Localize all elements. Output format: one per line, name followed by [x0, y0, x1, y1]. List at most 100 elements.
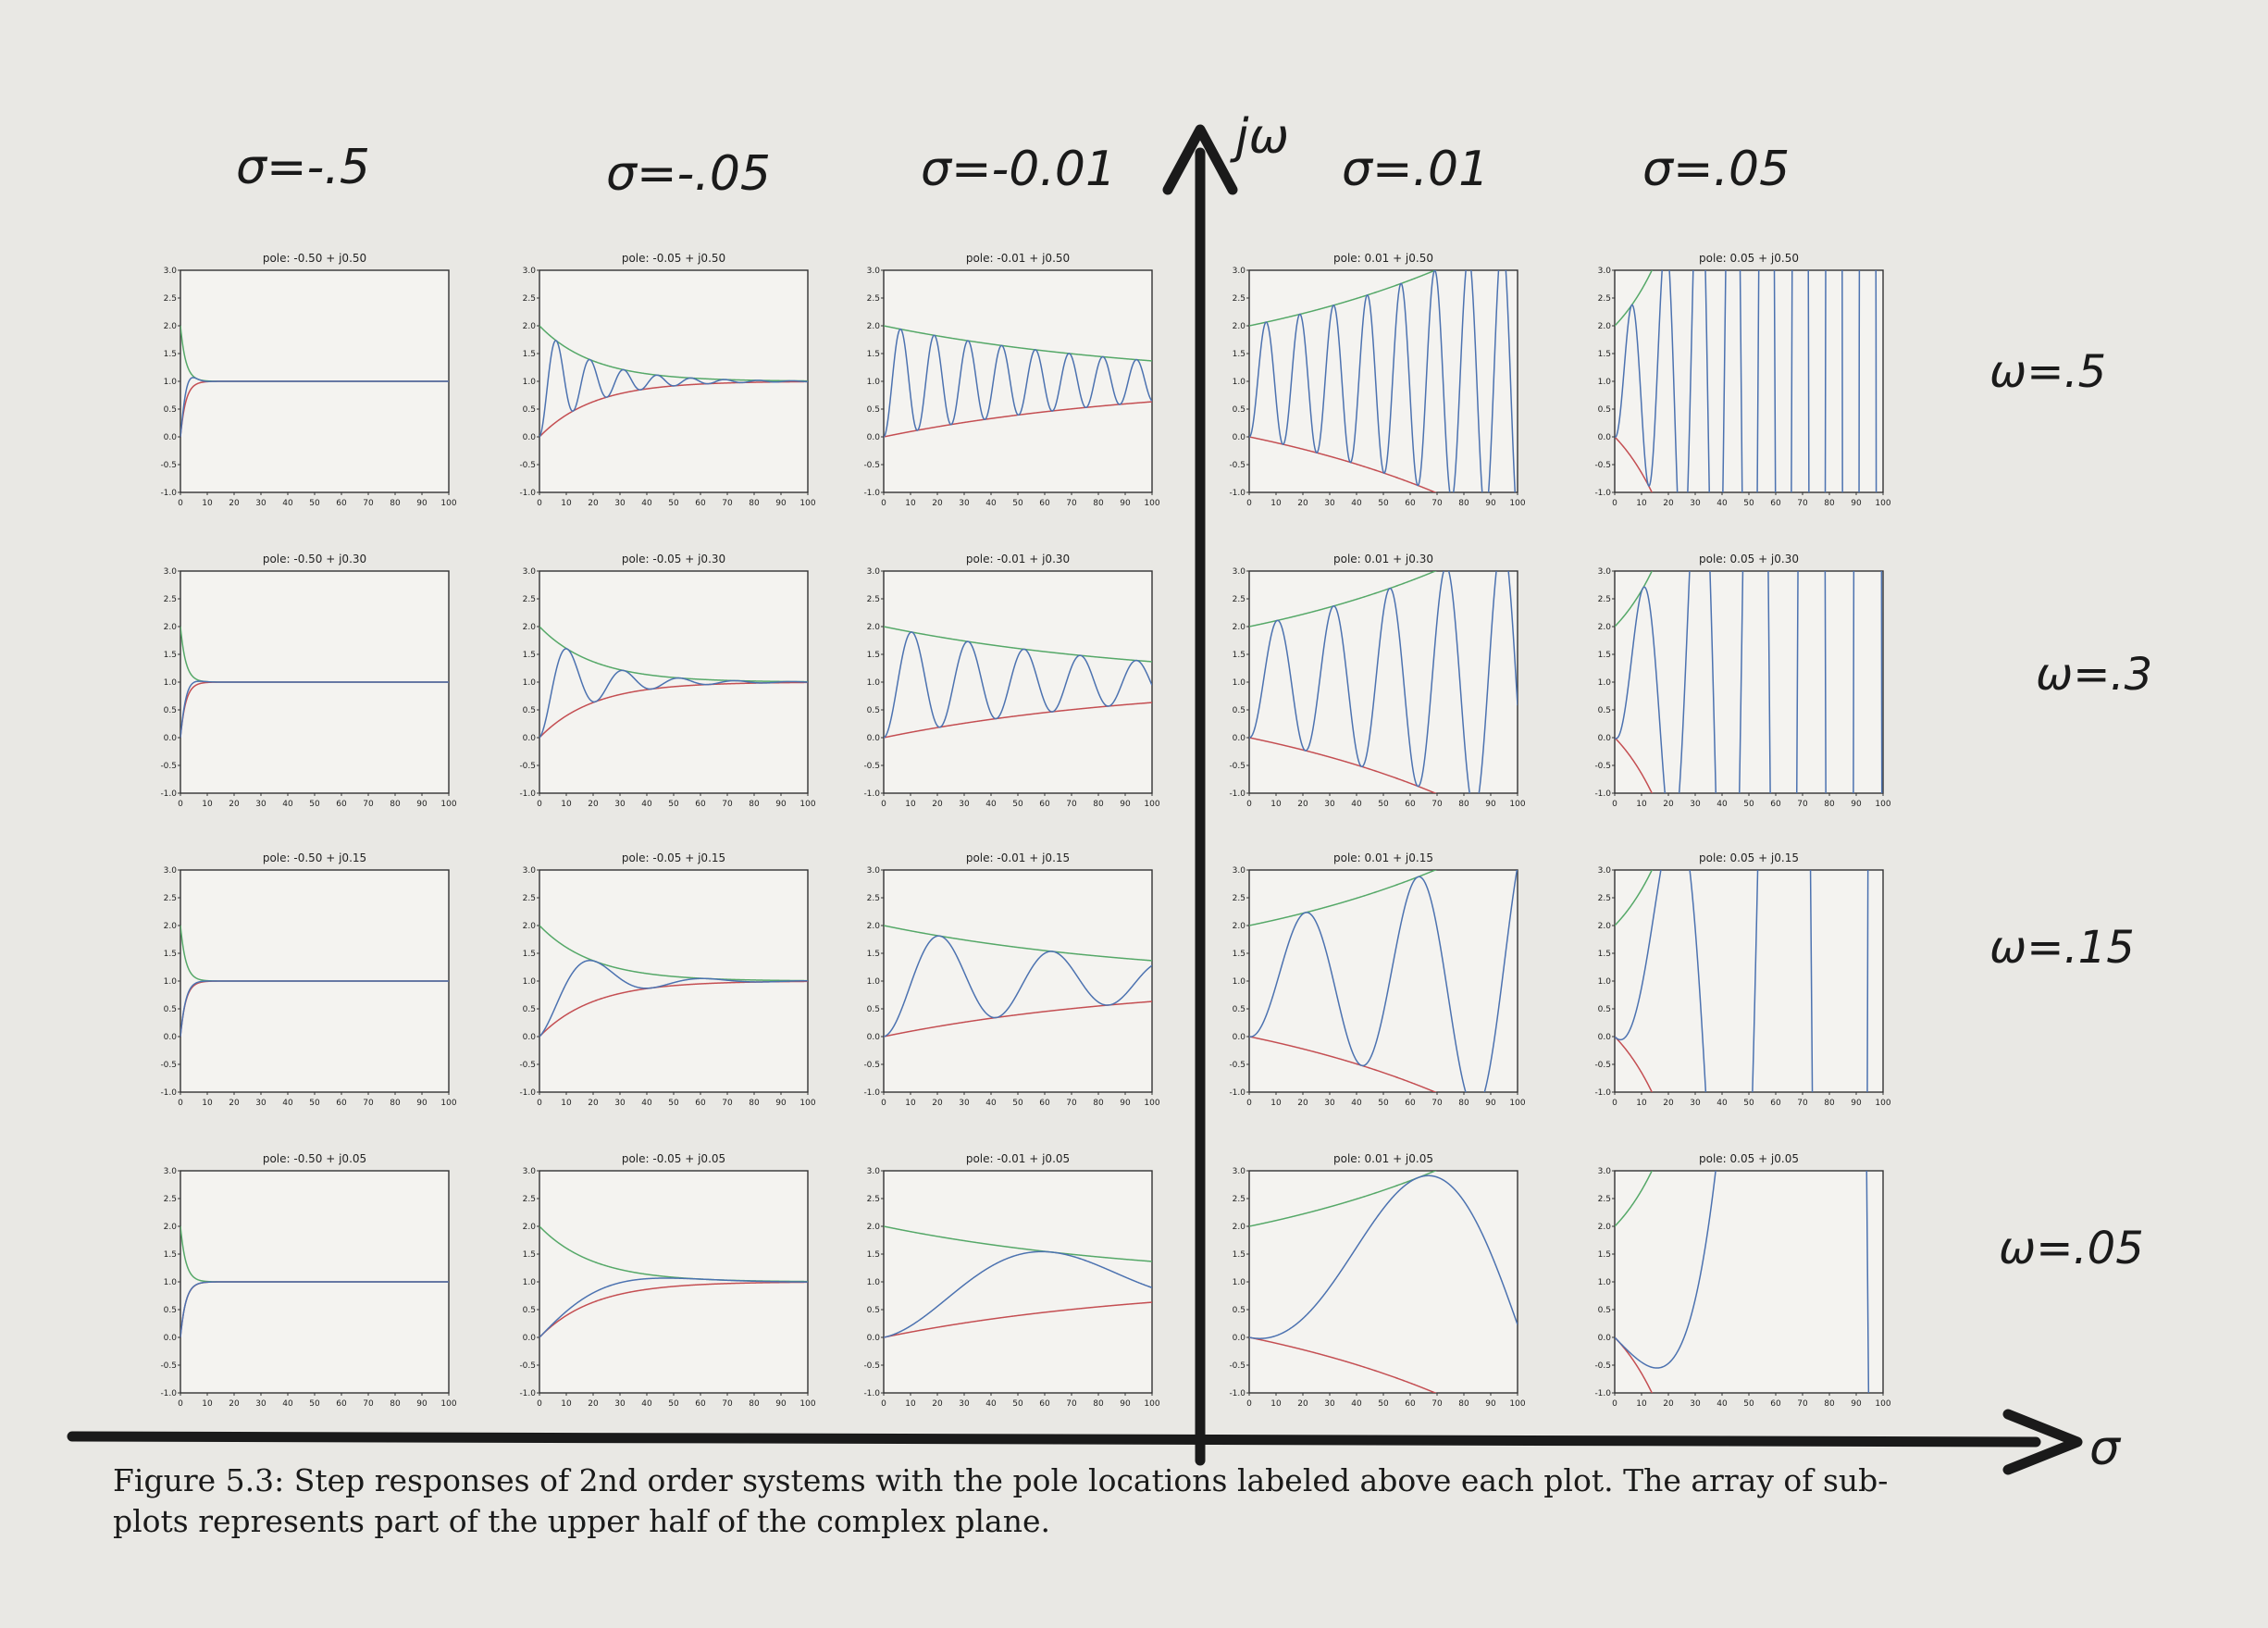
- x-tick-label: 40: [1351, 499, 1362, 508]
- y-tick-label: 1.5: [523, 950, 536, 959]
- x-tick-label: 40: [282, 1099, 293, 1108]
- x-tick-label: 90: [1851, 800, 1862, 809]
- y-tick-label: -0.5: [1229, 762, 1246, 771]
- x-tick-label: 50: [1012, 1399, 1023, 1409]
- y-tick-label: -0.5: [160, 1061, 177, 1070]
- y-tick-label: -0.5: [1594, 1061, 1611, 1070]
- x-tick-label: 20: [932, 1099, 943, 1108]
- plot-title: pole: 0.05 + j0.30: [1699, 553, 1799, 565]
- y-tick-label: 3.0: [1598, 267, 1612, 276]
- y-tick-label: 1.0: [867, 378, 881, 387]
- plot-title: pole: 0.01 + j0.05: [1333, 1152, 1433, 1165]
- y-tick-label: 2.5: [1233, 294, 1246, 304]
- y-tick-label: 2.5: [867, 894, 880, 903]
- y-tick-label: -1.0: [1594, 1389, 1611, 1398]
- x-tick-label: 90: [1120, 1099, 1131, 1108]
- x-tick-label: 0: [537, 1099, 542, 1108]
- y-tick-label: 1.0: [1233, 378, 1246, 387]
- y-tick-label: 1.5: [1598, 950, 1611, 959]
- y-tick-label: 2.5: [1598, 1195, 1611, 1204]
- x-tick-label: 30: [1690, 1399, 1701, 1409]
- y-tick-label: 2.0: [1233, 322, 1246, 331]
- x-tick-label: 40: [1716, 499, 1728, 508]
- y-tick-label: 1.5: [1598, 1250, 1611, 1260]
- plot-title: pole: -0.01 + j0.05: [966, 1152, 1070, 1165]
- x-tick-label: 30: [614, 800, 626, 809]
- x-tick-label: 20: [1663, 1099, 1674, 1108]
- x-tick-label: 50: [1378, 1399, 1389, 1409]
- y-tick-label: -0.5: [519, 762, 536, 771]
- subplot-r2-c3: pole: -0.01 + j0.30 0 10 20 30 40 50 60 70 80 90 10…: [863, 553, 1159, 809]
- x-tick-label: 70: [363, 800, 374, 809]
- x-tick-label: 20: [1297, 1099, 1308, 1108]
- response-line: [1615, 571, 1883, 793]
- y-tick-label: 2.0: [1598, 623, 1612, 632]
- y-tick-label: 1.5: [523, 651, 536, 660]
- subplot-r4-c2: pole: -0.05 + j0.05 0 10 20 30 40 50 60 70 80 90 10…: [519, 1152, 815, 1409]
- row-label-2: ω=.3: [2036, 649, 2152, 701]
- imaginary-axis-arrowhead: [1162, 124, 1238, 195]
- y-tick-label: -1.0: [1229, 1389, 1246, 1398]
- y-tick-label: 1.0: [164, 977, 178, 987]
- x-tick-label: 10: [905, 499, 916, 508]
- y-tick-label: 0.5: [1598, 405, 1611, 415]
- x-tick-label: 80: [1093, 800, 1104, 809]
- x-tick-label: 50: [309, 1399, 320, 1409]
- x-tick-label: 0: [1612, 1099, 1617, 1108]
- y-tick-label: -0.5: [519, 1061, 536, 1070]
- x-tick-label: 20: [229, 1399, 240, 1409]
- x-tick-label: 50: [1743, 499, 1754, 508]
- x-tick-label: 0: [537, 499, 542, 508]
- x-tick-label: 0: [881, 1099, 886, 1108]
- x-tick-label: 40: [985, 800, 997, 809]
- plot-frame: [1614, 1170, 1884, 1394]
- y-tick-label: 0.0: [164, 1334, 178, 1343]
- plot-frame: [539, 570, 809, 794]
- x-tick-label: 60: [1405, 800, 1416, 809]
- y-tick-label: 1.5: [1233, 1250, 1246, 1260]
- y-tick-label: -0.5: [160, 1361, 177, 1371]
- y-tick-label: 0.5: [164, 405, 177, 415]
- y-tick-label: 0.5: [1598, 706, 1611, 715]
- y-tick-label: 2.0: [867, 1223, 881, 1232]
- column-label-2: σ=-.05: [606, 146, 771, 202]
- response-line: [539, 1277, 808, 1338]
- y-tick-label: 3.0: [164, 267, 178, 276]
- y-tick-label: 2.5: [523, 595, 536, 604]
- plot-title: pole: -0.50 + j0.50: [263, 252, 366, 265]
- x-tick-label: 50: [1743, 1099, 1754, 1108]
- y-tick-label: 1.0: [523, 1278, 537, 1287]
- column-label-5: σ=.05: [1642, 142, 1790, 197]
- y-tick-label: 2.0: [164, 322, 178, 331]
- x-tick-label: 10: [202, 800, 213, 809]
- x-tick-label: 60: [1770, 800, 1781, 809]
- y-tick-label: 1.5: [1233, 950, 1246, 959]
- x-tick-label: 10: [1636, 1099, 1647, 1108]
- x-tick-label: 90: [416, 1399, 428, 1409]
- x-tick-label: 90: [1851, 1399, 1862, 1409]
- y-tick-label: 0.5: [867, 405, 880, 415]
- x-tick-label: 80: [1093, 1399, 1104, 1409]
- response-line: [1249, 270, 1517, 492]
- y-tick-label: 3.0: [523, 567, 537, 577]
- y-tick-label: 1.0: [1233, 678, 1246, 688]
- x-tick-label: 100: [1875, 800, 1890, 809]
- y-tick-label: 1.0: [523, 678, 537, 688]
- x-tick-label: 70: [363, 499, 374, 508]
- x-tick-label: 30: [959, 1099, 970, 1108]
- y-tick-label: 2.5: [164, 894, 177, 903]
- response-line: [180, 377, 449, 438]
- x-tick-label: 50: [309, 800, 320, 809]
- y-tick-label: 0.0: [1598, 1334, 1612, 1343]
- x-tick-label: 0: [1612, 499, 1617, 508]
- subplot-r2-c1: pole: -0.50 + j0.30 0 10 20 30 40 50 60 70 80 90 10…: [160, 553, 456, 809]
- x-tick-label: 100: [1509, 1399, 1525, 1409]
- plot-title: pole: -0.05 + j0.15: [622, 851, 725, 864]
- y-tick-label: 0.5: [867, 706, 880, 715]
- y-tick-label: 1.5: [523, 350, 536, 359]
- x-tick-label: 40: [1351, 800, 1362, 809]
- response-line: [1615, 870, 1869, 1092]
- x-tick-label: 0: [537, 1399, 542, 1409]
- y-tick-label: 2.5: [867, 595, 880, 604]
